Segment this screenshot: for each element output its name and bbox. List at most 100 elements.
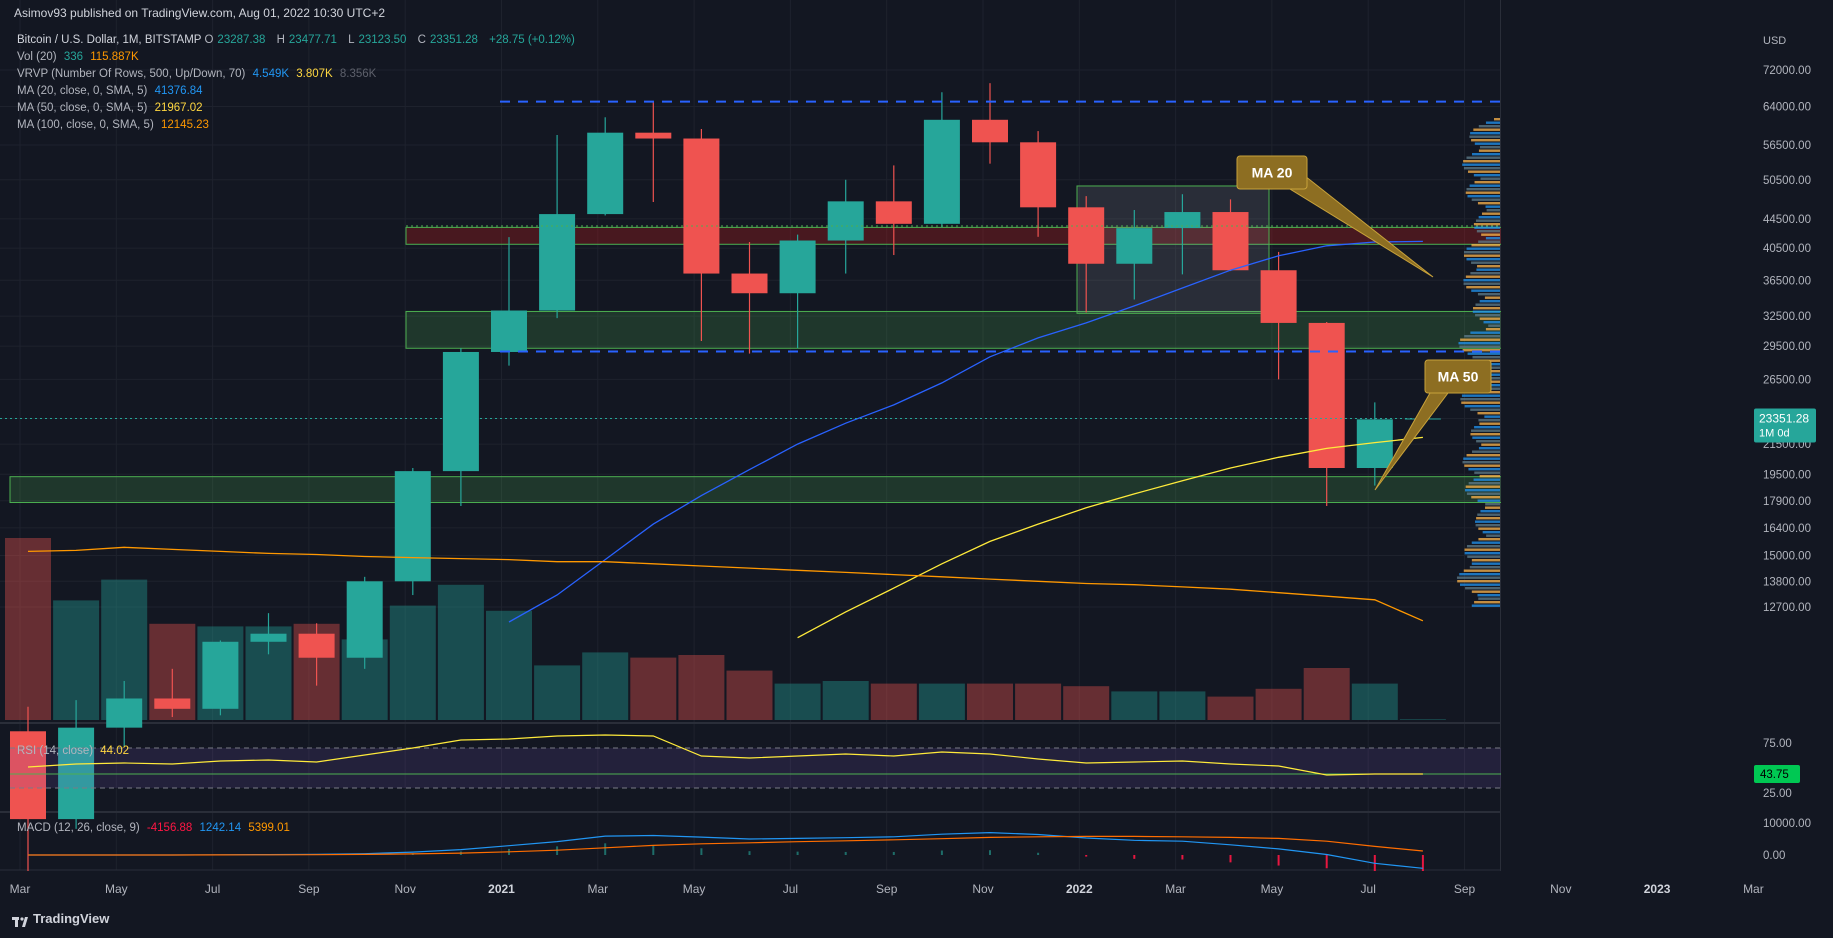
price-tick-label: 36500.00 — [1763, 275, 1811, 287]
macd-histogram-bar — [892, 851, 895, 855]
volume-profile-row — [1485, 205, 1500, 208]
volume-profile-row — [1466, 492, 1500, 495]
volume-profile-row — [1465, 587, 1500, 590]
price-tick-label: 29500.00 — [1763, 341, 1811, 353]
publisher-header: Asimov93 published on TradingView.com, A… — [14, 6, 386, 20]
candle-body — [298, 633, 335, 658]
volume-profile-row — [1475, 219, 1500, 222]
vrvp-legend[interactable]: VRVP (Number Of Rows, 500, Up/Down, 70) … — [17, 68, 377, 80]
volume-profile-row — [1463, 167, 1500, 170]
volume-profile-row — [1466, 156, 1500, 159]
candle-body — [635, 132, 672, 139]
volume-profile-row — [1478, 538, 1500, 541]
time-axis-label: Nov — [1550, 882, 1571, 896]
volume-profile-row — [1474, 601, 1500, 604]
volume-profile-row — [1479, 422, 1500, 425]
volume-profile-row — [1468, 482, 1500, 485]
volume-profile-row — [1473, 307, 1500, 310]
volume-profile-row — [1460, 338, 1500, 341]
volume-profile-row — [1474, 181, 1500, 184]
volume-bar — [534, 665, 581, 720]
macd-tick-label: 0.00 — [1763, 850, 1785, 862]
volume-profile-row — [1465, 191, 1500, 194]
volume-profile-row — [1467, 352, 1500, 355]
volume-bar — [1399, 719, 1446, 720]
time-axis-label: 2021 — [488, 882, 515, 896]
volume-profile-row — [1459, 573, 1500, 576]
volume-profile-row — [1466, 286, 1500, 289]
price-tick-label: 13800.00 — [1763, 576, 1811, 588]
rsi-legend[interactable]: RSI (14, close) 44.02 — [17, 745, 130, 757]
volume-profile-row — [1475, 314, 1500, 317]
callouts: MA 20 MA 50 — [1236, 155, 1492, 491]
volume-bar — [1111, 691, 1158, 720]
volume-profile-row — [1471, 562, 1500, 565]
volume-profile-row — [1486, 534, 1500, 537]
volume-profile-row — [1478, 149, 1500, 152]
volume-profile-row — [1465, 485, 1500, 488]
candle-body — [346, 581, 383, 658]
volume-profile-row — [1462, 163, 1500, 166]
price-tick-label: 16400.00 — [1763, 523, 1811, 535]
volume-profile-row — [1481, 443, 1500, 446]
volume-profile-row — [1480, 510, 1500, 513]
volume-profile-row — [1479, 317, 1500, 320]
volume-profile-row — [1474, 426, 1500, 429]
tradingview-brand[interactable]: TradingView — [12, 911, 109, 927]
candle-body — [394, 471, 431, 582]
volume-profile-row — [1472, 436, 1500, 439]
volume-profile-row — [1471, 429, 1500, 432]
macd-histogram-bar — [1037, 852, 1040, 855]
ma20-legend[interactable]: MA (20, close, 0, SMA, 5) 41376.84 — [17, 85, 203, 97]
candle-body — [1212, 212, 1249, 271]
volume-profile-row — [1468, 468, 1500, 471]
volume-profile-row — [1463, 254, 1500, 257]
volume-profile-row — [1467, 170, 1500, 173]
volume-profile-row — [1481, 233, 1500, 236]
volume-profile-row — [1458, 342, 1500, 345]
time-axis-label: Sep — [876, 882, 898, 896]
moving-averages — [27, 240, 1424, 639]
candle-body — [1020, 142, 1057, 208]
macd-histogram-bar — [1421, 855, 1424, 873]
symbol-legend[interactable]: Bitcoin / U.S. Dollar, 1M, BITSTAMP O 232… — [17, 34, 579, 46]
candle-body — [972, 119, 1008, 143]
volume-bar — [822, 681, 869, 720]
volume-bar — [1063, 686, 1110, 720]
volume-legend[interactable]: Vol (20) 336 115.887K — [17, 51, 139, 63]
volume-profile-row — [1463, 569, 1500, 572]
volume-profile-row — [1471, 261, 1500, 264]
volume-profile-row — [1471, 496, 1500, 499]
volume-profile-row — [1470, 331, 1500, 334]
volume-profile-row — [1464, 464, 1500, 467]
volume-profile-row — [1474, 226, 1500, 229]
volume-bar — [437, 584, 484, 720]
volume-profile-row — [1471, 604, 1500, 607]
volume-bar — [678, 655, 725, 720]
ma20-callout-box — [1236, 155, 1308, 190]
macd-histogram-bar — [989, 850, 991, 855]
candle-body — [875, 201, 912, 224]
volume-bar — [726, 670, 773, 720]
ma100-legend[interactable]: MA (100, close, 0, SMA, 5) 12145.23 — [17, 119, 209, 131]
ma50-callout-label: MA 50 — [1438, 369, 1479, 385]
volume-profile-row — [1469, 135, 1500, 138]
volume-profile-row — [1471, 139, 1500, 142]
time-axis-label: May — [105, 882, 128, 896]
tradingview-logo-icon — [12, 915, 28, 927]
volume-profile-row — [1479, 475, 1500, 478]
macd-legend[interactable]: MACD (12, 26, close, 9) -4156.88 1242.14… — [17, 822, 290, 834]
volume-profile-row — [1461, 401, 1500, 404]
volume-profile-row — [1467, 195, 1500, 198]
volume-profile-row — [1482, 531, 1500, 534]
volume-profile-row — [1478, 419, 1500, 422]
volume-bar — [630, 657, 677, 720]
volume-profile-row — [1474, 142, 1500, 145]
macd-histogram-bar — [1325, 855, 1328, 869]
candle-body — [779, 240, 816, 294]
ma50-legend[interactable]: MA (50, close, 0, SMA, 5) 21967.02 — [17, 102, 203, 114]
volume-profile-row — [1471, 450, 1500, 453]
volume-bar — [53, 600, 100, 720]
volume-profile-row — [1463, 279, 1500, 282]
